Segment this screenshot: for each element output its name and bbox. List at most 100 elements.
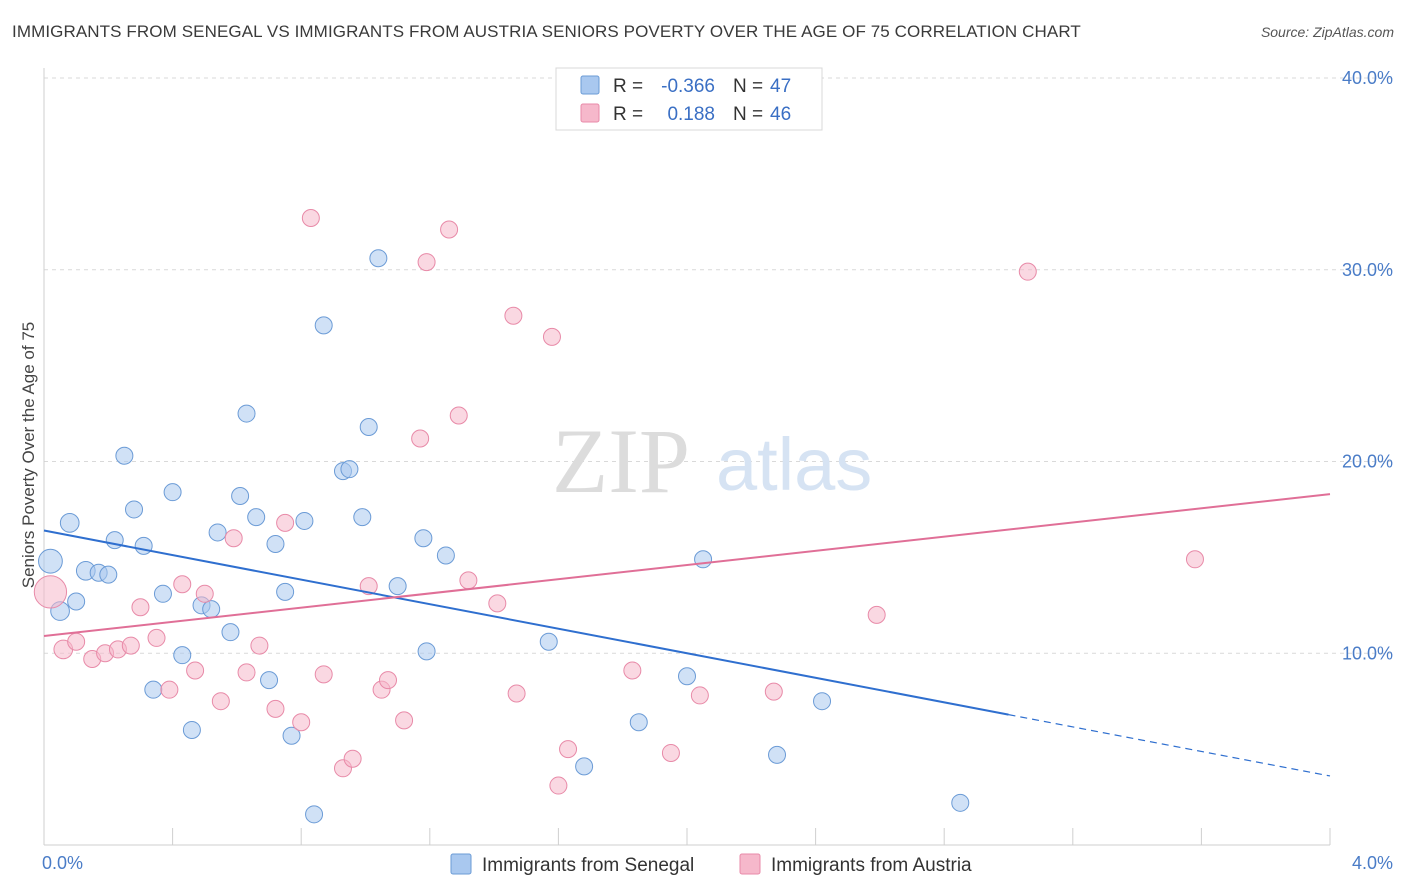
- point-senegal-14: [173, 646, 192, 665]
- point-austria-24: [359, 577, 378, 596]
- point-austria-12: [195, 584, 214, 603]
- point-austria-30: [440, 220, 459, 239]
- point-senegal-44: [768, 745, 787, 764]
- point-senegal-28: [305, 805, 324, 824]
- y-tick-label-1: 20.0%: [1342, 452, 1393, 472]
- point-senegal-0: [38, 548, 63, 574]
- legend-swatch-senegal: [580, 75, 600, 95]
- point-austria-16: [250, 636, 269, 655]
- point-austria-18: [276, 513, 295, 532]
- trend-line-senegal-extension: [1008, 714, 1331, 777]
- bottom-legend-label-austria: Immigrants from Austria: [771, 855, 972, 876]
- point-senegal-8: [115, 446, 134, 465]
- point-austria-33: [488, 594, 507, 613]
- point-austria-21: [314, 665, 333, 684]
- point-senegal-10: [134, 536, 153, 555]
- point-austria-17: [266, 699, 285, 718]
- point-senegal-3: [67, 592, 86, 611]
- point-austria-9: [160, 680, 179, 699]
- point-senegal-13: [163, 483, 182, 502]
- point-austria-39: [623, 661, 642, 680]
- legend-n-value-austria: 46: [770, 104, 791, 125]
- point-austria-15: [237, 663, 256, 682]
- chart-title: IMMIGRANTS FROM SENEGAL VS IMMIGRANTS FR…: [12, 22, 1081, 41]
- trend-line-austria: [43, 493, 1331, 637]
- point-austria-27: [395, 711, 414, 730]
- point-senegal-36: [414, 529, 433, 548]
- point-austria-8: [147, 628, 166, 647]
- point-austria-23: [343, 749, 362, 768]
- point-senegal-45: [813, 692, 832, 711]
- point-austria-36: [542, 327, 561, 346]
- point-senegal-2: [59, 513, 80, 533]
- y-axis-label: Seniors Poverty Over the Age of 75: [19, 322, 38, 588]
- point-austria-13: [211, 692, 230, 711]
- point-senegal-39: [539, 632, 558, 651]
- point-senegal-34: [369, 249, 388, 268]
- point-austria-45: [1185, 550, 1204, 569]
- legend-n-value-senegal: 47: [770, 76, 791, 97]
- point-austria-6: [121, 636, 140, 655]
- point-senegal-27: [295, 511, 314, 530]
- point-senegal-38: [436, 546, 455, 565]
- point-austria-35: [507, 684, 526, 703]
- legend-r-label-austria: R =: [613, 104, 643, 125]
- watermark-atlas: atlas: [716, 423, 872, 506]
- point-senegal-32: [353, 508, 372, 527]
- point-senegal-20: [231, 487, 250, 506]
- data-points: [33, 208, 1204, 824]
- point-senegal-46: [951, 793, 970, 812]
- point-austria-7: [131, 598, 150, 617]
- point-senegal-25: [276, 582, 295, 601]
- point-austria-11: [186, 661, 205, 680]
- point-austria-31: [449, 406, 468, 425]
- bottom-legend: Immigrants from Senegal Immigrants from …: [450, 853, 972, 876]
- point-senegal-12: [153, 584, 172, 603]
- point-austria-10: [173, 575, 192, 594]
- point-senegal-17: [202, 600, 221, 619]
- watermark-zip: ZIP: [552, 410, 690, 512]
- legend-n-label-austria: N =: [733, 104, 763, 125]
- point-austria-41: [690, 686, 709, 705]
- point-senegal-43: [694, 550, 713, 569]
- y-tick-labels: 10.0% 20.0% 30.0% 40.0%: [1342, 68, 1393, 663]
- point-austria-37: [549, 776, 568, 795]
- y-tick-label-3: 40.0%: [1342, 68, 1393, 88]
- point-senegal-19: [221, 623, 240, 642]
- point-austria-40: [661, 743, 680, 762]
- point-austria-42: [764, 682, 783, 701]
- legend-n-label-senegal: N =: [733, 76, 763, 97]
- bottom-legend-label-senegal: Immigrants from Senegal: [482, 855, 694, 876]
- point-senegal-18: [208, 523, 227, 542]
- point-senegal-41: [629, 713, 648, 732]
- point-senegal-6: [99, 565, 118, 584]
- point-senegal-42: [678, 667, 696, 686]
- point-austria-43: [867, 605, 886, 624]
- point-austria-44: [1018, 262, 1037, 281]
- point-austria-38: [559, 740, 578, 759]
- bottom-legend-swatch-austria: [739, 853, 761, 875]
- legend-r-value-senegal: -0.366: [661, 76, 715, 97]
- point-senegal-26: [282, 726, 301, 745]
- source-label: Source: ZipAtlas.com: [1260, 24, 1394, 40]
- watermark: ZIP atlas: [552, 410, 872, 512]
- point-austria-32: [459, 571, 478, 590]
- legend-r-label-senegal: R =: [613, 76, 643, 97]
- x-tick-label-min: 0.0%: [42, 853, 83, 873]
- trend-lines: [43, 493, 1331, 777]
- axes: [43, 68, 1331, 846]
- legend-box: R = -0.366 N = 47 R = 0.188 N = 46: [555, 67, 823, 131]
- point-austria-26: [379, 671, 398, 690]
- point-austria-20: [301, 208, 320, 227]
- point-austria-2: [67, 632, 86, 651]
- point-austria-0: [33, 575, 68, 609]
- point-senegal-24: [266, 534, 285, 553]
- x-tick-label-max: 4.0%: [1352, 853, 1393, 873]
- point-austria-14: [224, 529, 243, 548]
- point-senegal-9: [125, 500, 144, 519]
- point-austria-34: [504, 306, 523, 325]
- bottom-legend-swatch-senegal: [450, 853, 472, 875]
- point-senegal-31: [340, 460, 359, 479]
- point-senegal-33: [359, 417, 378, 436]
